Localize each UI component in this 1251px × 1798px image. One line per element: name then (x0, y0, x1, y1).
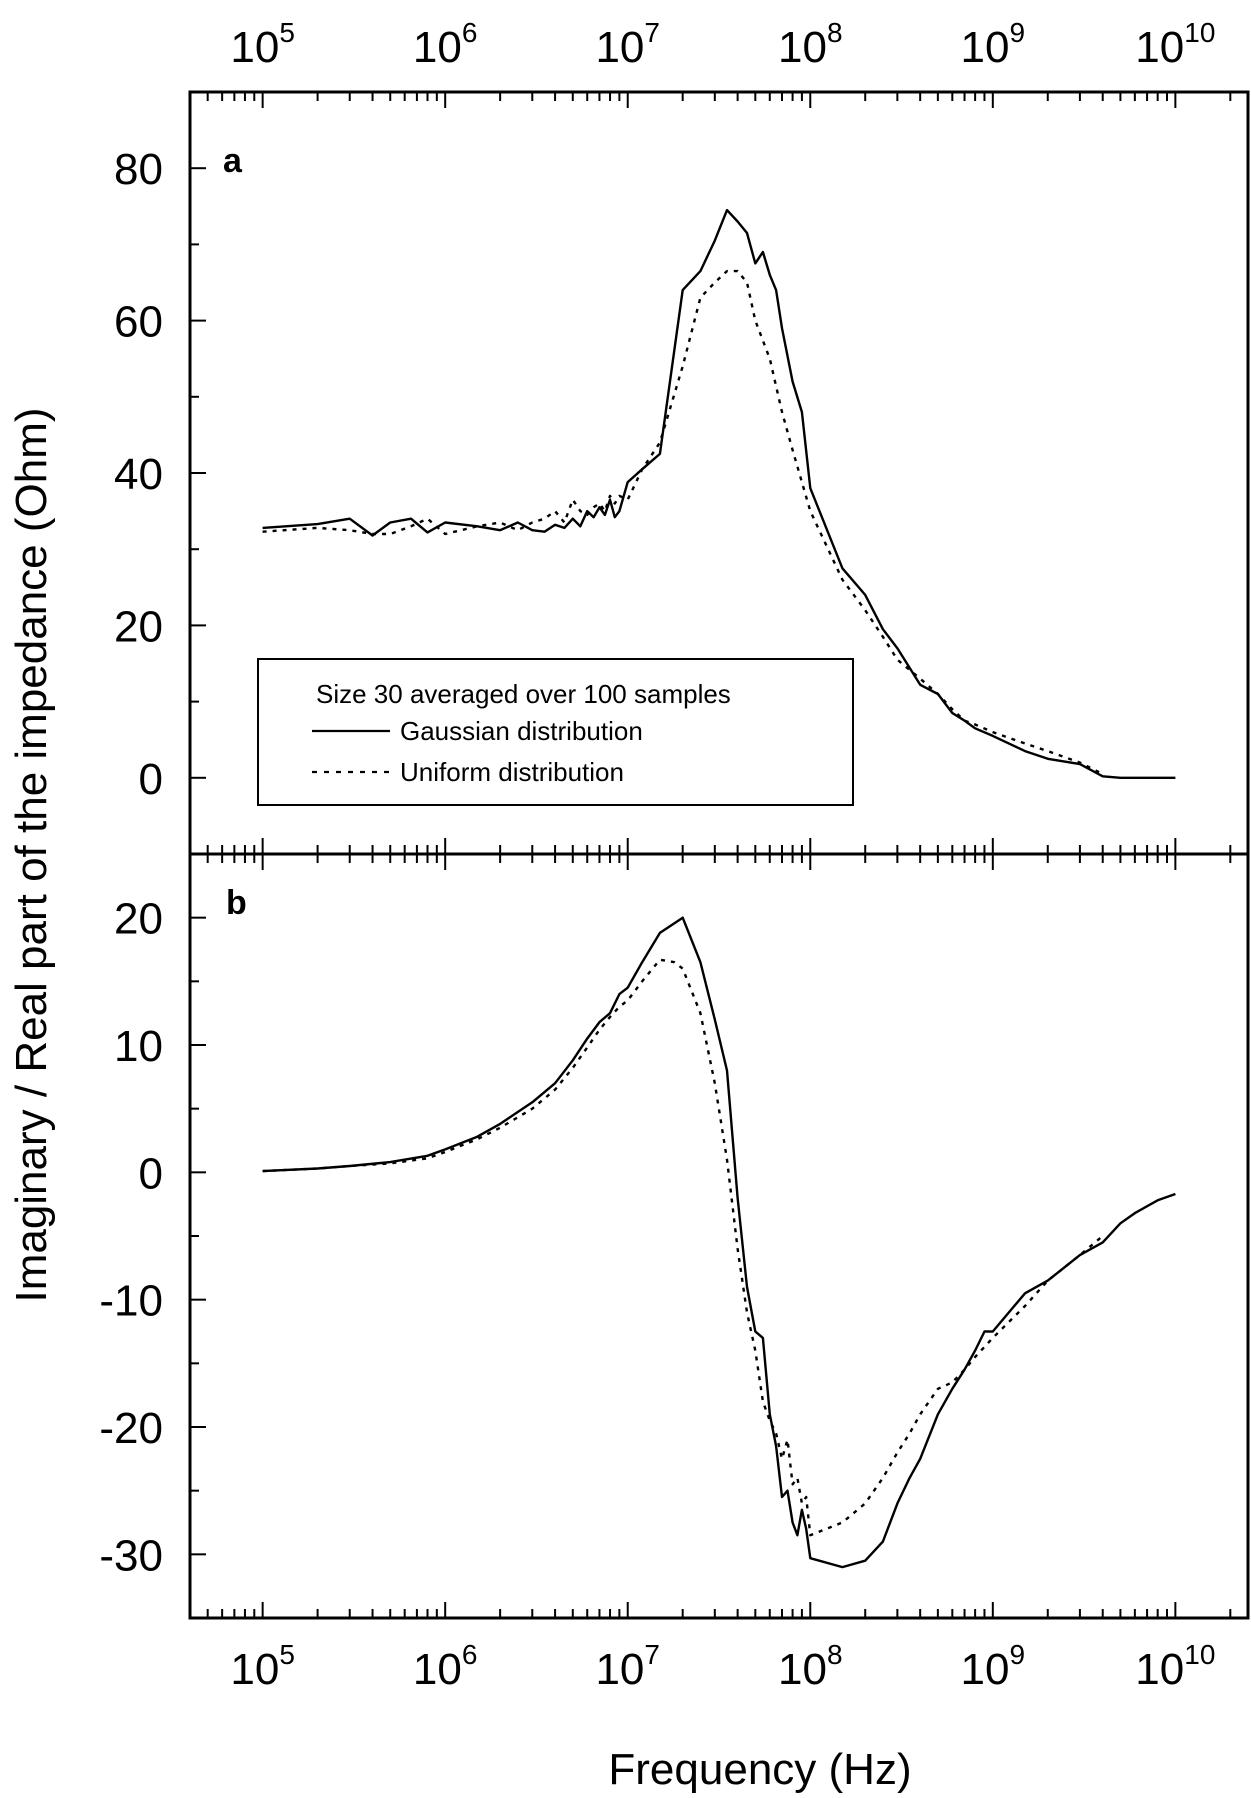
panel-a-series (262, 208, 1176, 779)
panel-b-label: b (226, 884, 247, 922)
series-line-uniform (262, 958, 1104, 1537)
x-tick-label: 106 (413, 1639, 478, 1694)
x-tick-base: 10 (778, 1645, 827, 1694)
y-tick-label: 20 (114, 602, 163, 651)
panel-a-label: a (223, 142, 243, 180)
y-tick-label: -10 (99, 1277, 163, 1326)
x-tick-base: 10 (1135, 23, 1184, 72)
x-tick-base: 10 (1135, 1645, 1184, 1694)
x-tick-label: 109 (961, 1639, 1026, 1694)
x-tick-label: 106 (413, 17, 478, 72)
y-axis-title: Imaginary / Real part of the impedance (… (7, 407, 56, 1302)
x-tick-base: 10 (230, 1645, 279, 1694)
y-tick-label: 0 (139, 1149, 163, 1198)
x-tick-exponent: 8 (827, 1639, 843, 1670)
x-tick-base: 10 (778, 23, 827, 72)
x-tick-label: 108 (778, 17, 843, 72)
x-tick-base: 10 (595, 23, 644, 72)
series-line-gaussian (262, 208, 1176, 779)
x-tick-exponent: 9 (1010, 1639, 1026, 1670)
legend-entry-uniform: Uniform distribution (400, 757, 624, 787)
x-tick-base: 10 (230, 23, 279, 72)
x-tick-exponent: 7 (644, 17, 660, 48)
legend: Size 30 averaged over 100 samples Gaussi… (257, 658, 854, 806)
panel-b-frame (188, 852, 1250, 1620)
y-tick-label: 0 (139, 755, 163, 804)
y-tick-label: 10 (114, 1022, 163, 1071)
legend-entry-gaussian: Gaussian distribution (400, 716, 643, 746)
x-tick-label: 107 (595, 17, 660, 72)
x-tick-exponent: 7 (644, 1639, 660, 1670)
x-tick-base: 10 (961, 1645, 1010, 1694)
x-tick-label: 1010 (1135, 17, 1215, 72)
x-tick-label: 108 (778, 1639, 843, 1694)
y-tick-label: 20 (114, 895, 163, 944)
x-tick-base: 10 (413, 23, 462, 72)
x-tick-exponent: 5 (279, 17, 295, 48)
x-tick-label: 105 (230, 1639, 295, 1694)
x-tick-exponent: 5 (279, 1639, 295, 1670)
x-tick-base: 10 (413, 1645, 462, 1694)
x-tick-exponent: 9 (1010, 17, 1026, 48)
panel-b-series (262, 916, 1176, 1569)
x-tick-base: 10 (961, 23, 1010, 72)
series-line-gaussian (262, 916, 1176, 1569)
y-tick-label: -30 (99, 1531, 163, 1580)
y-tick-label: 60 (114, 298, 163, 347)
x-tick-exponent: 10 (1184, 1639, 1215, 1670)
series-line-uniform (262, 269, 1104, 776)
x-axis-title: Frequency (Hz) (608, 1745, 911, 1794)
x-tick-label: 107 (595, 1639, 660, 1694)
x-tick-exponent: 6 (462, 1639, 478, 1670)
x-tick-exponent: 10 (1184, 17, 1215, 48)
legend-title: Size 30 averaged over 100 samples (316, 679, 731, 709)
y-tick-label: 80 (114, 145, 163, 194)
y-tick-label: 40 (114, 450, 163, 499)
x-tick-exponent: 8 (827, 17, 843, 48)
x-tick-label: 109 (961, 17, 1026, 72)
x-tick-label: 1010 (1135, 1639, 1215, 1694)
x-tick-label: 105 (230, 17, 295, 72)
y-tick-label: -20 (99, 1404, 163, 1453)
x-tick-exponent: 6 (462, 17, 478, 48)
x-tick-base: 10 (595, 1645, 644, 1694)
